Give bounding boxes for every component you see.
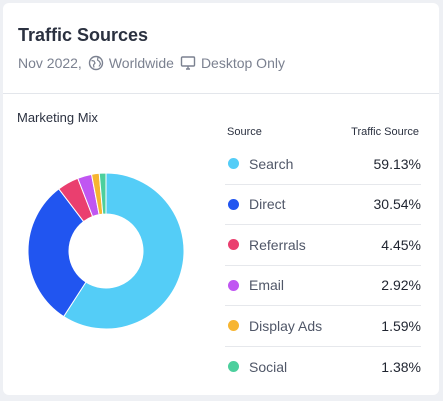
legend-label-email: Email (249, 277, 285, 294)
legend-value-referrals: 4.45% (381, 236, 421, 253)
legend-row-referrals[interactable]: Referrals 4.45% (225, 225, 421, 266)
legend-row-social[interactable]: Social 1.38% (225, 347, 421, 388)
donut-chart (27, 172, 185, 330)
legend-dot-direct (228, 198, 239, 210)
legend-value-search: 59.13% (373, 155, 421, 172)
date-label: Nov 2022, (18, 55, 82, 71)
section-title: Marketing Mix (17, 110, 98, 125)
card-title: Traffic Sources (18, 25, 149, 45)
card-subtitle: Nov 2022, Worldwide Desktop Only (18, 55, 285, 71)
legend-value-email: 2.92% (381, 277, 421, 294)
legend-source-header: Source (227, 126, 262, 138)
donut-slice-social[interactable] (98, 172, 107, 215)
legend-list: Search 59.13% Direct 30.54% Referrals 4.45% Em… (225, 144, 421, 387)
donut-slice-search[interactable] (63, 172, 185, 330)
legend-dot-search (228, 158, 239, 170)
legend-label-search: Search (249, 155, 294, 172)
device-label: Desktop Only (200, 55, 285, 71)
legend-dot-referrals (228, 239, 239, 251)
legend-row-email[interactable]: Email 2.92% (225, 266, 421, 306)
region-label: Worldwide (108, 55, 174, 71)
legend-row-display-ads[interactable]: Display Ads 1.59% (225, 306, 421, 347)
traffic-sources-card: Traffic Sources Nov 2022, Worldwide Desk… (3, 3, 439, 395)
legend-traffic-header: Traffic Source (351, 126, 419, 138)
legend-dot-display-ads (228, 320, 239, 332)
legend-label-direct: Direct (249, 196, 286, 213)
desktop-icon (180, 55, 196, 71)
legend-value-social: 1.38% (381, 358, 421, 375)
donut-slice-direct[interactable] (27, 188, 87, 318)
legend-dot-social (228, 361, 239, 373)
legend-dot-email (228, 279, 239, 291)
legend-row-direct[interactable]: Direct 30.54% (225, 185, 421, 225)
legend-value-direct: 30.54% (373, 196, 421, 213)
legend-label-referrals: Referrals (249, 236, 306, 253)
legend-label-social: Social (249, 358, 288, 375)
legend-row-search[interactable]: Search 59.13% (225, 144, 421, 185)
globe-icon (88, 55, 104, 71)
card-header: Traffic Sources Nov 2022, Worldwide Desk… (3, 3, 439, 94)
legend-label-display-ads: Display Ads (249, 317, 323, 334)
legend-value-display-ads: 1.59% (381, 317, 421, 334)
